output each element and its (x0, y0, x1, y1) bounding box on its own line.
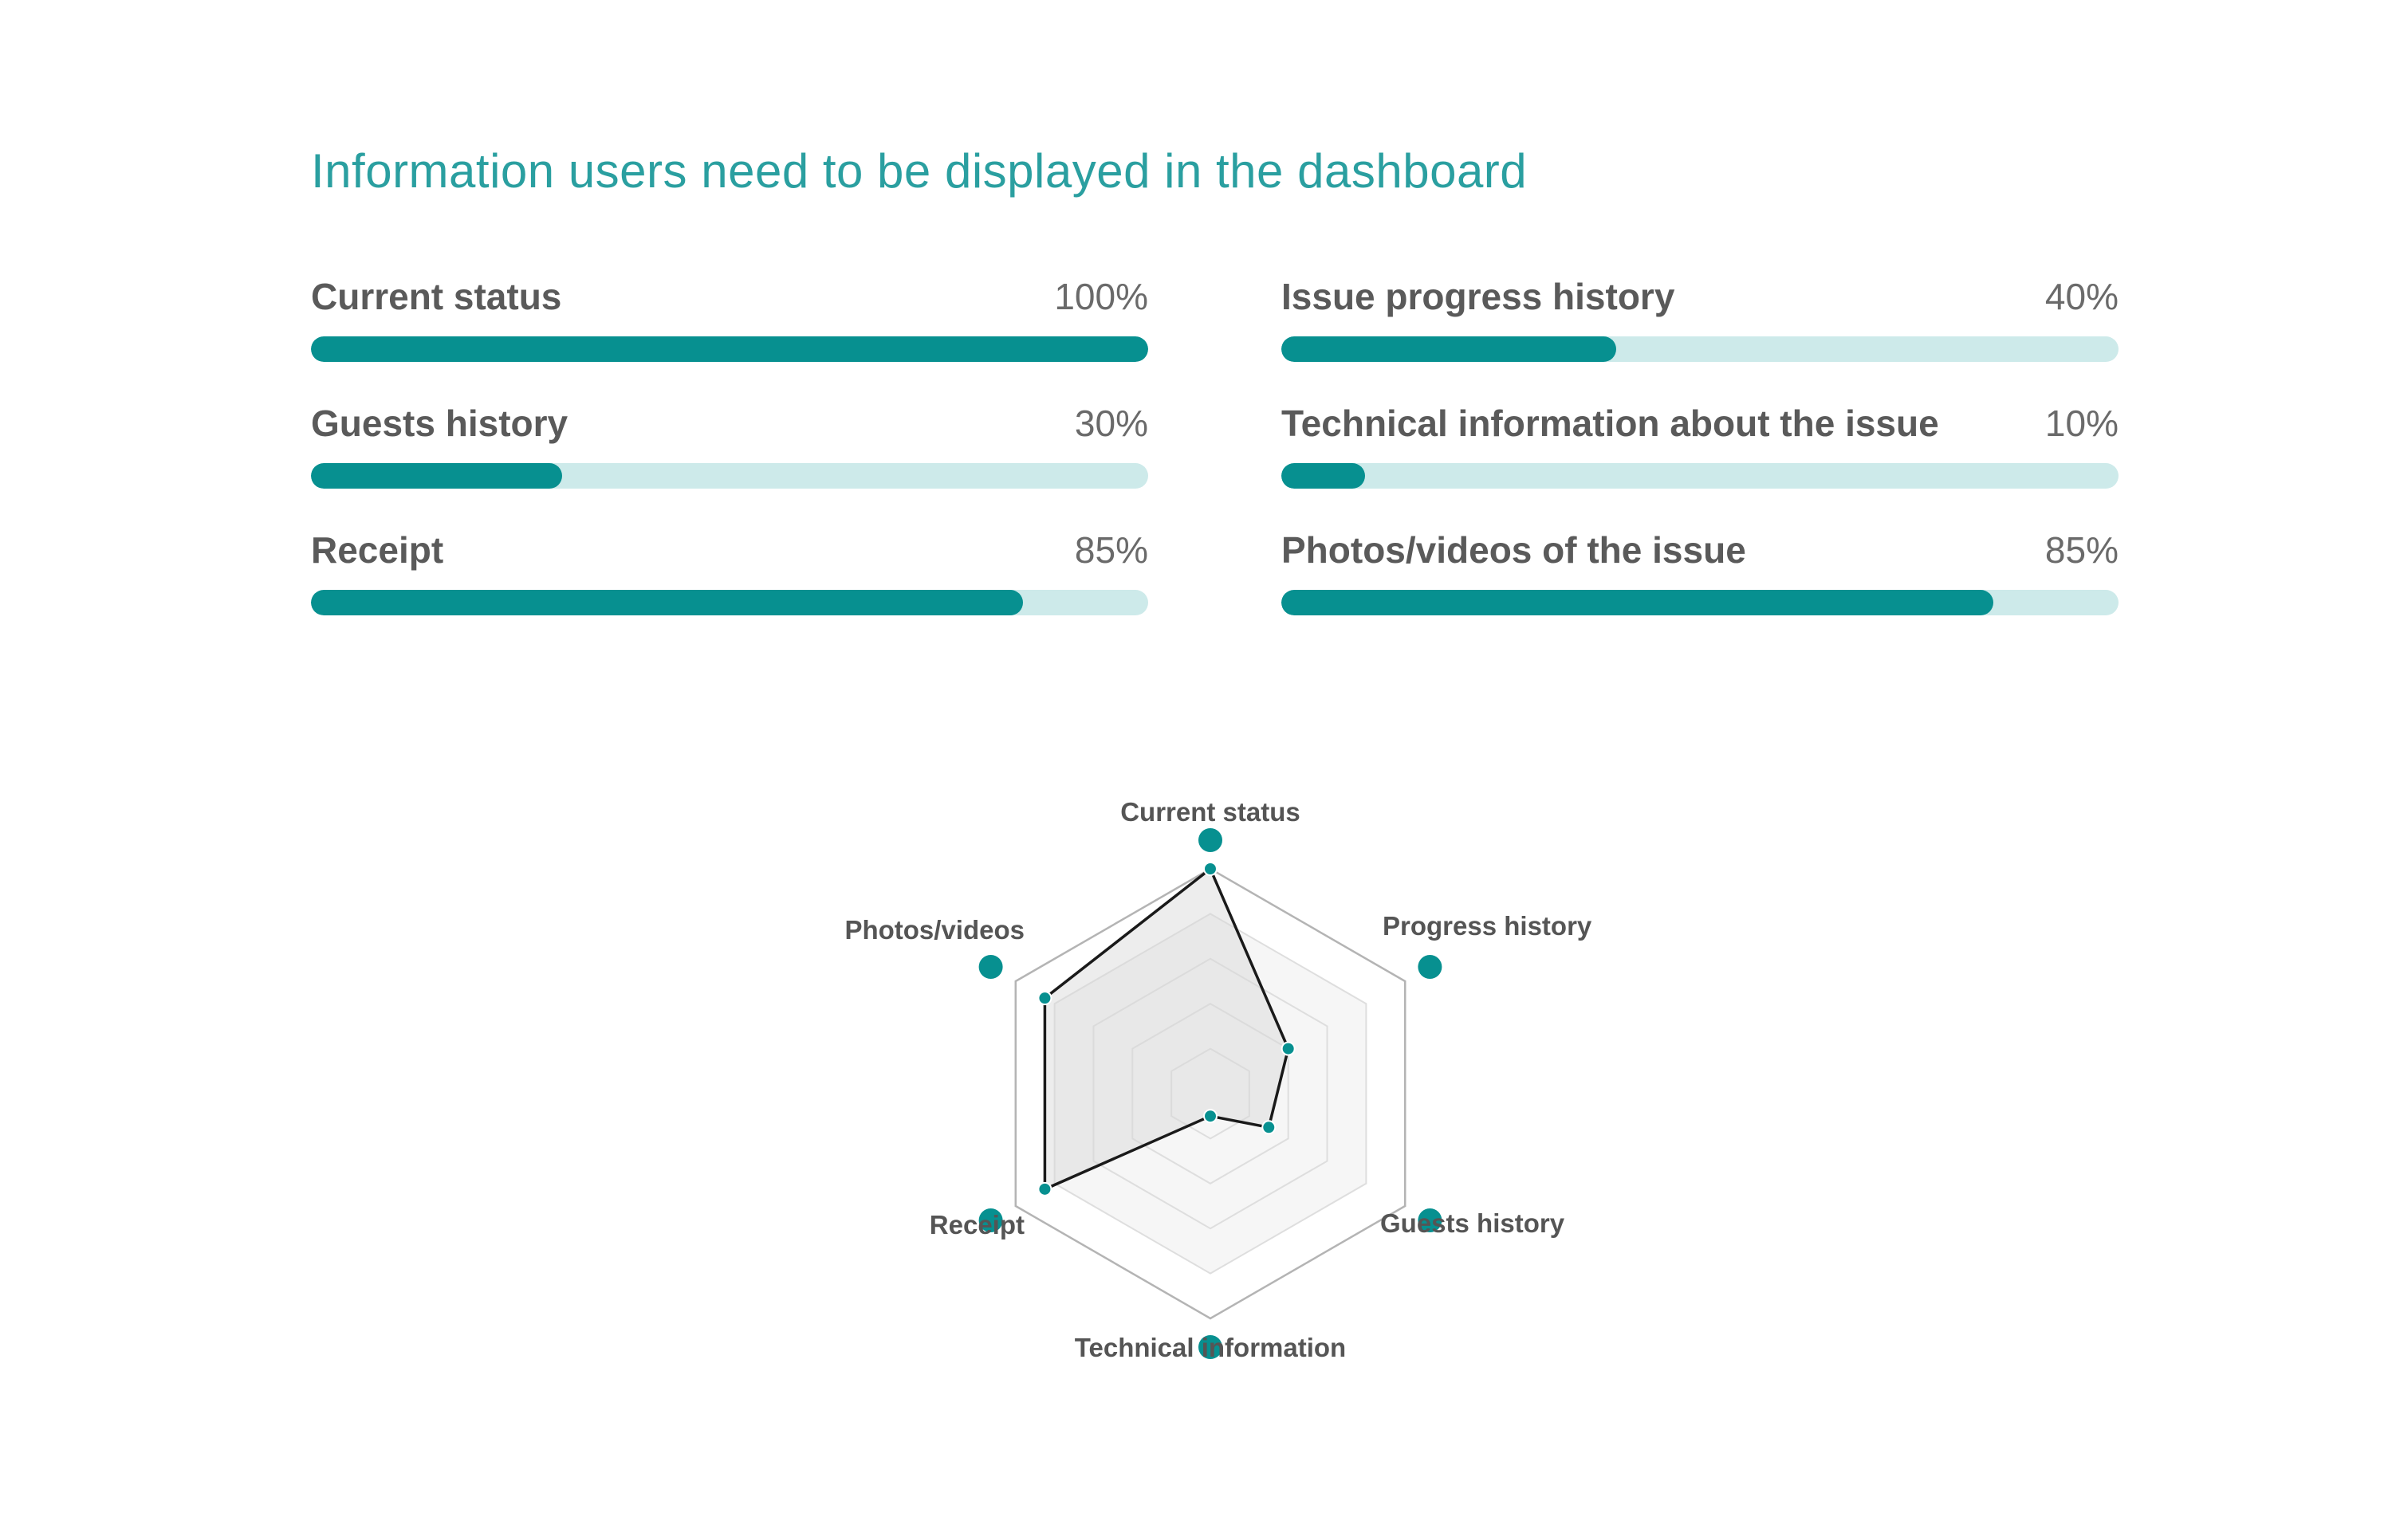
radar-grid-ring (1170, 1047, 1250, 1140)
radar-data-point (1203, 862, 1218, 876)
radar-axis-marker (1198, 1335, 1222, 1359)
bar-label: Technical information about the issue (1281, 403, 1939, 444)
progress-track (1281, 590, 2119, 615)
progress-fill (311, 463, 562, 489)
radar-grid-ring (1014, 867, 1406, 1320)
bar-percent: 100% (1054, 276, 1148, 317)
radar-data-point (1037, 991, 1052, 1006)
bar-percent: 85% (2044, 529, 2119, 571)
bar-percent: 40% (2044, 276, 2119, 317)
radar-data-point (1203, 1109, 1218, 1124)
bar-label: Guests history (311, 403, 568, 444)
radar-axis-label: Receipt (930, 1210, 1025, 1239)
progress-track (311, 590, 1148, 615)
progress-fill (1281, 590, 1993, 615)
page-title: Information users need to be displayed i… (311, 144, 1528, 198)
progress-track (1281, 336, 2119, 362)
bar-label: Issue progress history (1281, 276, 1675, 317)
radar-axis-marker (1418, 955, 1442, 979)
bar-item-photos-videos: Photos/videos of the issue 85% (1281, 528, 2119, 624)
radar-axis-label: Progress history (1383, 911, 1592, 941)
progress-fill (1281, 336, 1616, 362)
bar-percent: 85% (1074, 529, 1148, 571)
bar-label: Receipt (311, 529, 444, 571)
radar-data-point (1281, 1041, 1296, 1056)
bar-percent: 10% (2044, 403, 2119, 444)
bar-item-technical-information: Technical information about the issue 10… (1281, 402, 2119, 497)
radar-grid-ring (1053, 913, 1367, 1275)
radar-axis-label: Current status (1120, 797, 1300, 827)
progress-track (1281, 463, 2119, 489)
progress-track (311, 336, 1148, 362)
progress-fill (311, 590, 1023, 615)
bar-item-current-status: Current status 100% (311, 275, 1148, 371)
radar-axis-marker (1198, 828, 1222, 852)
bar-percent: 30% (1074, 403, 1148, 444)
radar-axis-marker (978, 1208, 1003, 1232)
bar-item-issue-progress-history: Issue progress history 40% (1281, 275, 2119, 371)
bar-label: Photos/videos of the issue (1281, 529, 1746, 571)
radar-axis-marker (1418, 1208, 1442, 1232)
progress-fill (311, 336, 1148, 362)
bar-item-guests-history: Guests history 30% (311, 402, 1148, 497)
progress-fill (1281, 463, 1365, 489)
progress-track (311, 463, 1148, 489)
bar-item-receipt: Receipt 85% (311, 528, 1148, 624)
radar-axis-label: Photos/videos (844, 915, 1025, 945)
radar-grid-ring (1092, 957, 1328, 1230)
radar-chart: Current status Progress history Guests his… (844, 797, 1592, 1362)
radar-data-point (1261, 1120, 1277, 1135)
bar-label: Current status (311, 276, 562, 317)
radar-axis-label: Technical information (1075, 1333, 1346, 1362)
radar-axis-marker (978, 955, 1003, 979)
radar-axis-label: Guests history (1380, 1208, 1565, 1238)
radar-data-point (1037, 1181, 1052, 1196)
